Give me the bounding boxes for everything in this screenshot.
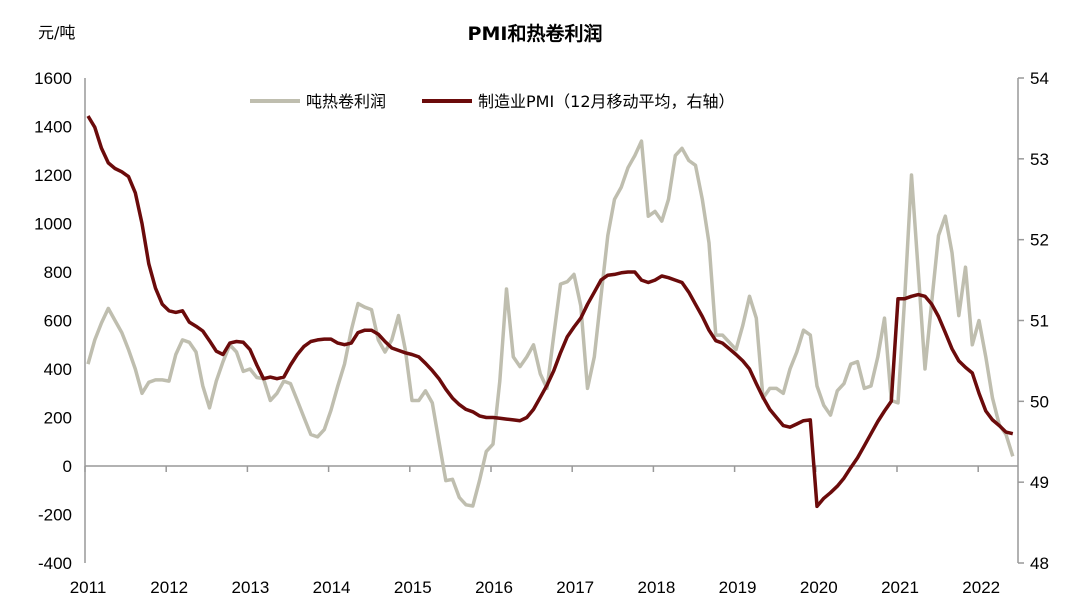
left-tick-label: -400	[38, 554, 72, 573]
x-tick-label: 2021	[881, 578, 919, 597]
legend-label-pmi: 制造业PMI（12月移动平均，右轴）	[478, 92, 735, 111]
x-tick-label: 2014	[313, 578, 351, 597]
x-tick-label: 2011	[70, 578, 107, 597]
left-tick-label: 1000	[34, 215, 72, 234]
right-tick-label: 53	[1030, 150, 1049, 169]
left-tick-label: 1200	[34, 166, 72, 185]
profit-series-line	[86, 139, 1015, 508]
x-tick-label: 2012	[150, 578, 188, 597]
legend-label-profit: 吨热卷利润	[306, 92, 386, 111]
right-tick-label: 49	[1030, 473, 1049, 492]
left-tick-label: 600	[44, 312, 72, 331]
x-tick-label: 2016	[475, 578, 513, 597]
x-tick-label: 2015	[394, 578, 432, 597]
x-tick-label: 2017	[556, 578, 594, 597]
left-tick-label: 800	[44, 263, 72, 282]
left-tick-label: 1400	[34, 118, 72, 137]
x-tick-label: 2020	[800, 578, 838, 597]
pmi-series-line	[86, 115, 1014, 509]
left-tick-label: 0	[63, 457, 72, 476]
x-tick-label: 2018	[637, 578, 675, 597]
x-tick-label: 2013	[231, 578, 269, 597]
left-tick-label: -200	[38, 506, 72, 525]
legend: 吨热卷利润 制造业PMI（12月移动平均，右轴）	[250, 92, 735, 111]
left-tick-label: 1600	[34, 69, 72, 88]
series-lines	[86, 115, 1015, 509]
chart-title: PMI和热卷利润	[468, 22, 603, 45]
x-tick-label: 2019	[719, 578, 757, 597]
right-tick-label: 54	[1030, 69, 1049, 88]
right-tick-label: 52	[1030, 231, 1049, 250]
left-tick-label: 400	[44, 360, 72, 379]
axes: -400 -200 0 200 400 600 800 1000 1200 1400 1600 48 4…	[34, 69, 1049, 597]
right-tick-label: 51	[1030, 312, 1049, 331]
left-tick-label: 200	[44, 409, 72, 428]
left-axis-unit: 元/吨	[38, 23, 75, 42]
x-tick-label: 2022	[962, 578, 1000, 597]
right-tick-label: 48	[1030, 554, 1049, 573]
right-tick-label: 50	[1030, 392, 1049, 411]
